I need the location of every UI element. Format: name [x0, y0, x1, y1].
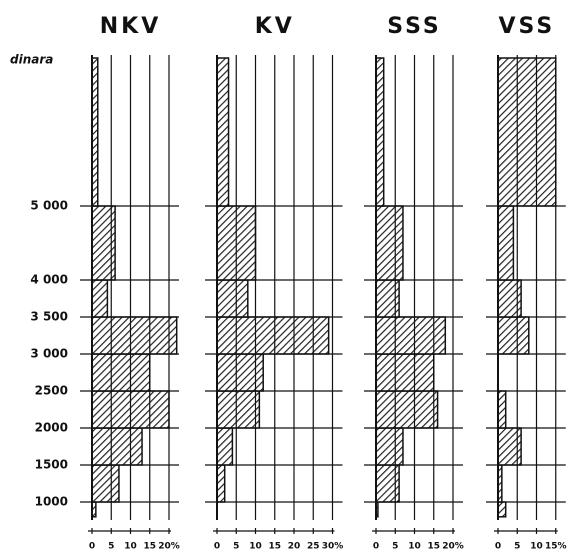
bar	[216, 57, 230, 207]
y-tick-label: 5 000	[30, 199, 68, 213]
x-tick-label: 30%	[322, 542, 344, 552]
panel-title: NKV	[100, 14, 162, 39]
x-tick-label: 15	[427, 542, 440, 552]
x-tick-label: 20%	[158, 542, 180, 552]
y-tick-label: 4 000	[30, 273, 68, 287]
x-tick-label: 10	[249, 542, 262, 552]
x-tick-label: 0	[214, 542, 220, 552]
x-tick-label: 0	[373, 542, 379, 552]
bar	[375, 353, 435, 392]
bar	[216, 353, 264, 392]
bar	[91, 427, 143, 466]
x-tick-label: 15	[268, 542, 281, 552]
x-tick-label: 20%	[442, 542, 464, 552]
bar	[91, 279, 109, 318]
bar	[216, 279, 249, 318]
bar	[216, 316, 330, 355]
panel-title: VSS	[499, 14, 556, 39]
panel-title: KV	[255, 14, 295, 39]
y-tick-label: 2500	[35, 384, 68, 398]
x-tick-label: 5	[108, 542, 114, 552]
y-tick-label: 1500	[35, 458, 68, 472]
bar	[375, 390, 439, 429]
x-tick-label: 10	[530, 542, 543, 552]
x-tick-label: 25	[307, 542, 320, 552]
bar	[497, 57, 557, 207]
x-tick-label: 10	[124, 542, 137, 552]
bar	[497, 205, 515, 281]
bar	[497, 390, 507, 429]
bar	[216, 464, 226, 503]
bar	[375, 427, 404, 466]
y-axis-label: dinara	[10, 53, 53, 67]
y-tick-label: 1000	[35, 495, 68, 509]
bar	[216, 390, 261, 429]
bar	[91, 316, 178, 355]
x-tick-label: 10	[408, 542, 421, 552]
bar	[375, 316, 447, 355]
x-tick-label: 0	[495, 542, 501, 552]
bar	[91, 353, 151, 392]
bar	[497, 316, 530, 355]
x-tick-label: 20	[288, 542, 301, 552]
bar	[375, 57, 385, 207]
x-tick-label: 5	[233, 542, 239, 552]
x-tick-label: 15%	[545, 542, 567, 552]
bar	[375, 205, 404, 281]
y-tick-label: 3 500	[30, 310, 68, 324]
x-tick-label: 15	[143, 542, 156, 552]
panel-title: SSS	[387, 14, 442, 39]
bar	[91, 464, 120, 503]
y-tick-label: 3 000	[30, 347, 68, 361]
x-tick-label: 0	[89, 542, 95, 552]
y-tick-label: 2000	[35, 421, 68, 435]
x-tick-label: 5	[514, 542, 520, 552]
bar	[216, 427, 234, 466]
bar	[497, 501, 507, 518]
x-tick-label: 5	[392, 542, 398, 552]
